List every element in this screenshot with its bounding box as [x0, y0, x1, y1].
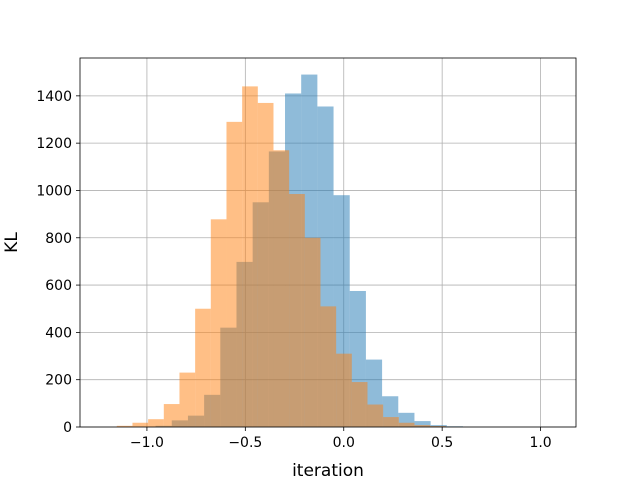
histogram-bar-series-2 — [430, 426, 446, 427]
y-tick-label: 400 — [45, 325, 72, 341]
y-tick-label: 600 — [45, 278, 72, 294]
histogram-bar-series-2 — [148, 419, 164, 427]
y-axis-label: KL — [2, 232, 22, 253]
histogram-bar-series-2 — [289, 194, 305, 427]
x-tick-label: 0.0 — [333, 435, 355, 451]
histogram-bar-series-2 — [336, 353, 352, 427]
x-tick-label: −1.0 — [130, 435, 164, 451]
histogram-bar-series-2 — [163, 404, 180, 427]
y-tick-label: 1000 — [36, 183, 72, 199]
histogram-bar-series-2 — [320, 306, 337, 427]
x-tick-label: 1.0 — [529, 435, 551, 451]
histogram-bar-series-2 — [116, 425, 133, 427]
histogram-bar-series-2 — [351, 382, 368, 427]
histogram-bars — [116, 74, 463, 428]
y-axis-ticks: 0 200 400 600 800 1000 1200 1400 — [36, 89, 80, 436]
histogram-bar-series-2 — [242, 86, 258, 427]
y-tick-label: 1200 — [36, 136, 72, 152]
plot-frame — [79, 57, 577, 428]
histogram-bar-series-2 — [273, 150, 290, 427]
histogram-bar-series-2 — [414, 425, 431, 427]
y-tick-label: 0 — [63, 420, 72, 436]
histogram-bar-series-2 — [383, 417, 399, 427]
x-tick-label: 0.5 — [431, 435, 453, 451]
histogram-bar-series-1 — [414, 421, 431, 427]
histogram-bar-series-2 — [132, 422, 149, 427]
y-tick-label: 800 — [45, 231, 72, 247]
histogram-bar-series-2 — [210, 219, 227, 427]
y-tick-label: 200 — [45, 373, 72, 389]
histogram-bar-series-2 — [367, 404, 384, 427]
y-tick-label: 1400 — [36, 89, 72, 105]
histogram-bar-series-2 — [257, 102, 274, 427]
histogram-bar-series-2 — [179, 372, 196, 427]
histogram-bar-series-2 — [195, 308, 211, 427]
x-axis-label: iteration — [292, 461, 364, 480]
histogram-bar-series-2 — [398, 422, 415, 427]
x-tick-label: −0.5 — [228, 435, 262, 451]
histogram-bar-series-2 — [226, 121, 243, 427]
histogram-bar-series-2 — [304, 237, 321, 427]
x-axis-ticks: −1.0 −0.5 0.0 0.5 1.0 — [130, 427, 552, 451]
